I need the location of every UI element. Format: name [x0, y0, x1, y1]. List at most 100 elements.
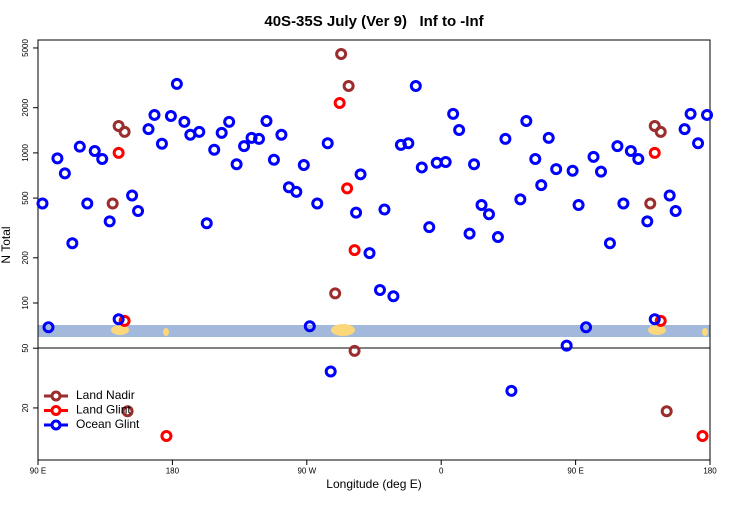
- point: [632, 153, 645, 166]
- point: [297, 159, 310, 172]
- point: [230, 158, 243, 171]
- point: [696, 430, 709, 443]
- legend-label: Land Nadir: [76, 388, 135, 402]
- point: [529, 153, 542, 166]
- point: [624, 144, 637, 157]
- point: [378, 203, 391, 216]
- point: [701, 108, 714, 121]
- point: [290, 185, 303, 198]
- y-tick-label: 500: [21, 191, 30, 205]
- point: [648, 120, 661, 133]
- point: [453, 124, 466, 137]
- y-axis-label: N Total: [0, 226, 13, 263]
- point: [42, 321, 55, 334]
- legend-label: Ocean Glint: [76, 417, 140, 431]
- point: [103, 215, 116, 228]
- point: [51, 152, 64, 165]
- point: [505, 384, 518, 397]
- series-points: [36, 77, 714, 397]
- point: [215, 126, 228, 139]
- point: [684, 107, 697, 120]
- y-tick-label: 100: [21, 296, 30, 310]
- point: [692, 137, 705, 150]
- chart-title: 40S-35S July (Ver 9) Inf to -Inf: [264, 13, 484, 30]
- point: [514, 193, 527, 206]
- y-tick-label: 1000: [21, 143, 30, 161]
- point: [155, 137, 168, 150]
- point: [121, 405, 134, 418]
- point: [415, 161, 428, 174]
- point: [499, 132, 512, 145]
- point: [660, 405, 673, 418]
- point: [387, 290, 400, 303]
- x-tick-label: 90 E: [567, 467, 583, 476]
- point: [106, 197, 119, 210]
- series-points: [106, 47, 673, 418]
- point: [260, 115, 273, 128]
- point: [439, 155, 452, 168]
- point: [178, 115, 191, 128]
- point: [142, 123, 155, 136]
- point: [373, 284, 386, 297]
- legend-marker: [50, 390, 62, 402]
- point: [678, 123, 691, 136]
- y-tick-label: 20: [21, 403, 30, 412]
- point: [335, 47, 348, 60]
- y-tick-label: 5000: [21, 39, 30, 57]
- point: [520, 115, 533, 128]
- point: [36, 197, 49, 210]
- point: [587, 150, 600, 163]
- point: [644, 197, 657, 210]
- x-tick-label: 90 E: [30, 467, 46, 476]
- point: [329, 287, 342, 300]
- point: [303, 320, 316, 333]
- x-tick-label: 0: [439, 467, 444, 476]
- point: [402, 137, 415, 150]
- y-tick-label: 2000: [21, 98, 30, 116]
- point: [463, 227, 476, 240]
- point: [663, 189, 676, 202]
- point: [126, 189, 139, 202]
- point: [468, 158, 481, 171]
- point: [550, 163, 563, 176]
- point: [348, 344, 361, 357]
- point: [208, 143, 221, 156]
- point: [112, 313, 125, 326]
- point: [118, 314, 131, 327]
- point: [566, 164, 579, 177]
- point: [348, 244, 361, 257]
- y-tick-label: 50: [21, 343, 30, 352]
- point: [96, 153, 109, 166]
- point: [641, 215, 654, 228]
- x-tick-label: 180: [166, 467, 180, 476]
- point: [354, 168, 367, 181]
- point: [350, 206, 363, 219]
- point: [253, 132, 266, 145]
- point: [409, 80, 422, 93]
- point: [170, 77, 183, 90]
- point: [112, 146, 125, 159]
- point: [342, 80, 355, 93]
- point: [118, 125, 131, 138]
- point: [580, 321, 593, 334]
- y-tick-label: 200: [21, 251, 30, 265]
- x-tick-label: 90 W: [297, 467, 316, 476]
- map-strip: [38, 324, 710, 337]
- point: [112, 120, 125, 133]
- point: [88, 144, 101, 157]
- point: [648, 313, 661, 326]
- legend-label: Land Glint: [76, 403, 131, 417]
- point: [617, 197, 630, 210]
- point: [482, 208, 495, 221]
- point: [164, 110, 177, 123]
- point: [603, 237, 616, 250]
- point: [148, 108, 161, 121]
- point: [275, 128, 288, 141]
- point: [648, 146, 661, 159]
- point: [200, 217, 213, 230]
- point: [423, 221, 436, 234]
- point: [594, 165, 607, 178]
- point: [560, 339, 573, 352]
- legend-marker: [50, 419, 62, 431]
